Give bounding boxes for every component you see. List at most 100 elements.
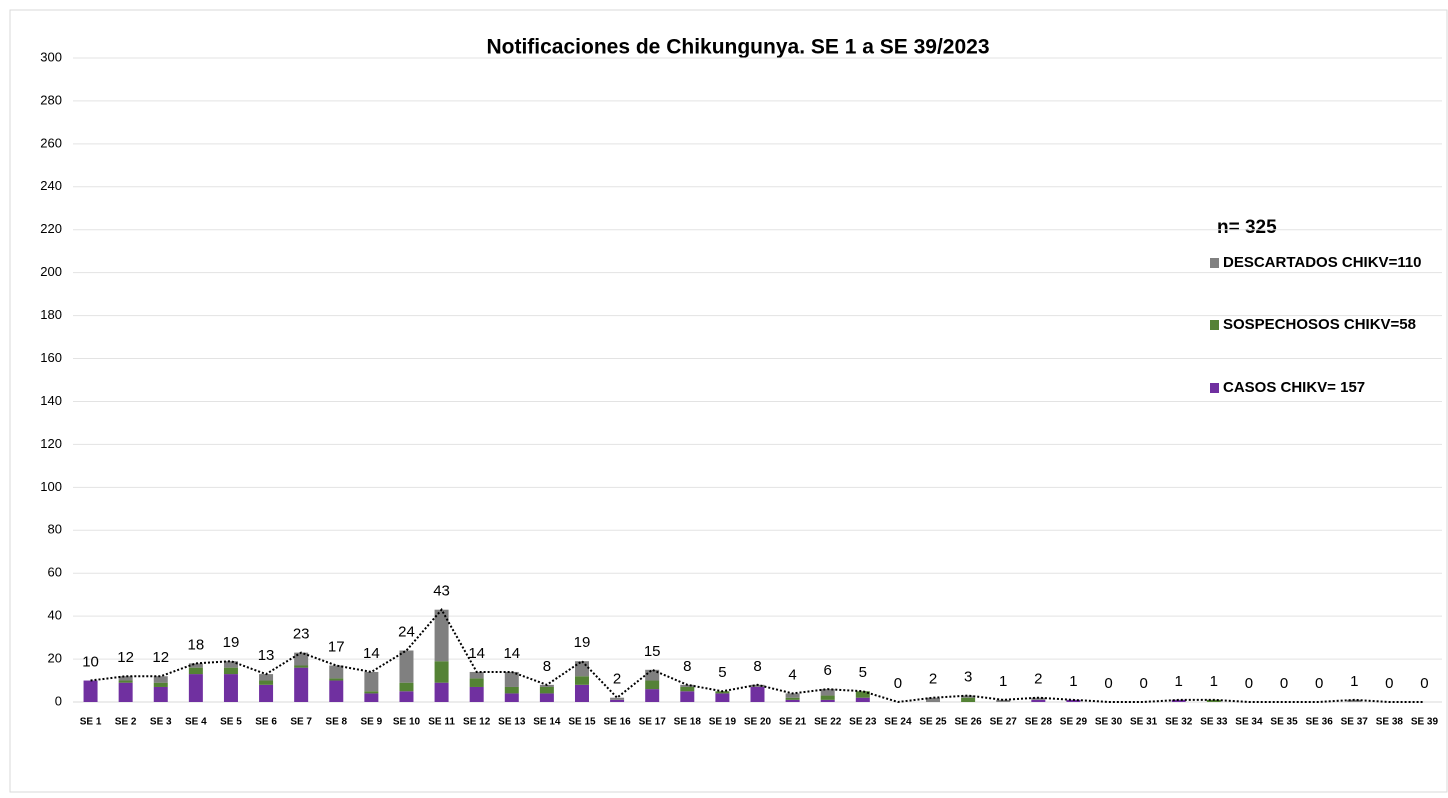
x-tick-label: SE 1	[80, 717, 102, 728]
data-label: 1	[1350, 673, 1358, 690]
bar-segment	[83, 680, 98, 702]
x-tick-label: SE 21	[779, 717, 807, 728]
x-tick-label: SE 31	[1130, 717, 1158, 728]
bar-segment	[1031, 699, 1046, 702]
bar-segment	[680, 686, 695, 692]
data-label: 4	[788, 666, 796, 683]
x-tick-label: SE 17	[639, 717, 667, 728]
y-tick-label: 40	[48, 608, 62, 623]
x-tick-label: SE 2	[115, 717, 137, 728]
y-tick-label: 60	[48, 565, 62, 580]
legend-swatch	[1210, 320, 1219, 330]
data-label: 14	[468, 645, 485, 662]
bar-segment	[820, 699, 835, 702]
x-tick-label: SE 24	[884, 717, 912, 728]
bar-segment	[645, 689, 660, 702]
bar-segment	[610, 699, 625, 702]
y-tick-label: 100	[40, 479, 62, 494]
bar-segment	[715, 693, 730, 702]
x-tick-label: SE 9	[361, 717, 383, 728]
bar-segment	[820, 689, 835, 696]
data-label: 0	[1385, 675, 1393, 692]
data-label: 2	[1034, 671, 1042, 688]
data-label: 10	[82, 654, 99, 671]
legend-swatch	[1210, 258, 1219, 268]
bar-segment	[996, 699, 1011, 702]
bar-segment	[926, 697, 941, 702]
bar-segment	[329, 665, 344, 679]
bar-segment	[434, 682, 449, 702]
data-label: 1	[1069, 673, 1077, 690]
data-label: 12	[152, 649, 169, 666]
x-tick-label: SE 26	[954, 717, 982, 728]
x-tick-label: SE 29	[1060, 717, 1088, 728]
bar-segment	[294, 667, 309, 702]
y-tick-label: 80	[48, 522, 62, 537]
y-tick-label: 180	[40, 307, 62, 322]
bar-segment	[645, 669, 660, 681]
bar-segment	[118, 680, 133, 683]
bar-segment	[645, 680, 660, 690]
data-label: 0	[1104, 675, 1112, 692]
bar-segment	[399, 691, 414, 702]
bar-segment	[434, 661, 449, 683]
data-label: 0	[1280, 675, 1288, 692]
bar-segment	[1171, 699, 1186, 702]
bar-segment	[504, 671, 519, 687]
y-tick-label: 0	[55, 693, 62, 708]
bar-segment	[188, 663, 203, 668]
data-label: 8	[543, 658, 551, 675]
bar-segment	[223, 667, 238, 675]
bar-segment	[855, 697, 870, 702]
data-label: 19	[574, 634, 591, 651]
y-tick-label: 20	[48, 651, 62, 666]
bar-segment	[399, 650, 414, 683]
y-tick-label: 200	[40, 264, 62, 279]
y-tick-label: 160	[40, 350, 62, 365]
data-label: 5	[718, 664, 726, 681]
x-tick-label: SE 22	[814, 717, 842, 728]
data-label: 1	[1175, 673, 1183, 690]
x-tick-label: SE 28	[1025, 717, 1053, 728]
data-label: 14	[503, 645, 520, 662]
bar-segment	[574, 676, 589, 685]
x-tick-label: SE 27	[990, 717, 1018, 728]
x-tick-label: SE 33	[1200, 717, 1228, 728]
bar-segment	[188, 667, 203, 675]
data-label: 13	[258, 647, 275, 664]
data-label: 0	[1245, 675, 1253, 692]
data-label: 17	[328, 638, 345, 655]
bar-segment	[259, 680, 274, 685]
bar-segment	[961, 695, 976, 698]
x-tick-label: SE 12	[463, 717, 491, 728]
data-label: 3	[964, 669, 972, 686]
annotation: n= 325	[1217, 217, 1277, 238]
bar-segment	[504, 693, 519, 702]
x-tick-label: SE 37	[1341, 717, 1369, 728]
data-label: 0	[894, 675, 902, 692]
bar-segment	[364, 693, 379, 702]
x-tick-label: SE 39	[1411, 717, 1439, 728]
bar-segment	[1031, 697, 1046, 700]
bar-segment	[574, 661, 589, 677]
legend-label: CASOS CHIKV= 157	[1223, 379, 1365, 396]
x-tick-label: SE 32	[1165, 717, 1193, 728]
legend-label: DESCARTADOS CHIKV=110	[1223, 254, 1422, 271]
x-tick-label: SE 38	[1376, 717, 1404, 728]
bar-segment	[820, 695, 835, 700]
data-label: 0	[1139, 675, 1147, 692]
bar-segment	[469, 678, 484, 687]
bar-segment	[188, 674, 203, 702]
bar-segment	[329, 680, 344, 702]
bar-segment	[259, 684, 274, 702]
x-tick-label: SE 35	[1270, 717, 1298, 728]
data-label: 2	[613, 671, 621, 688]
x-tick-label: SE 14	[533, 717, 561, 728]
y-tick-label: 240	[40, 178, 62, 193]
x-tick-label: SE 23	[849, 717, 877, 728]
legend-label: SOSPECHOSOS CHIKV=58	[1223, 316, 1416, 333]
data-label: 0	[1420, 675, 1428, 692]
bar-segment	[539, 684, 554, 687]
data-label: 43	[433, 583, 450, 600]
